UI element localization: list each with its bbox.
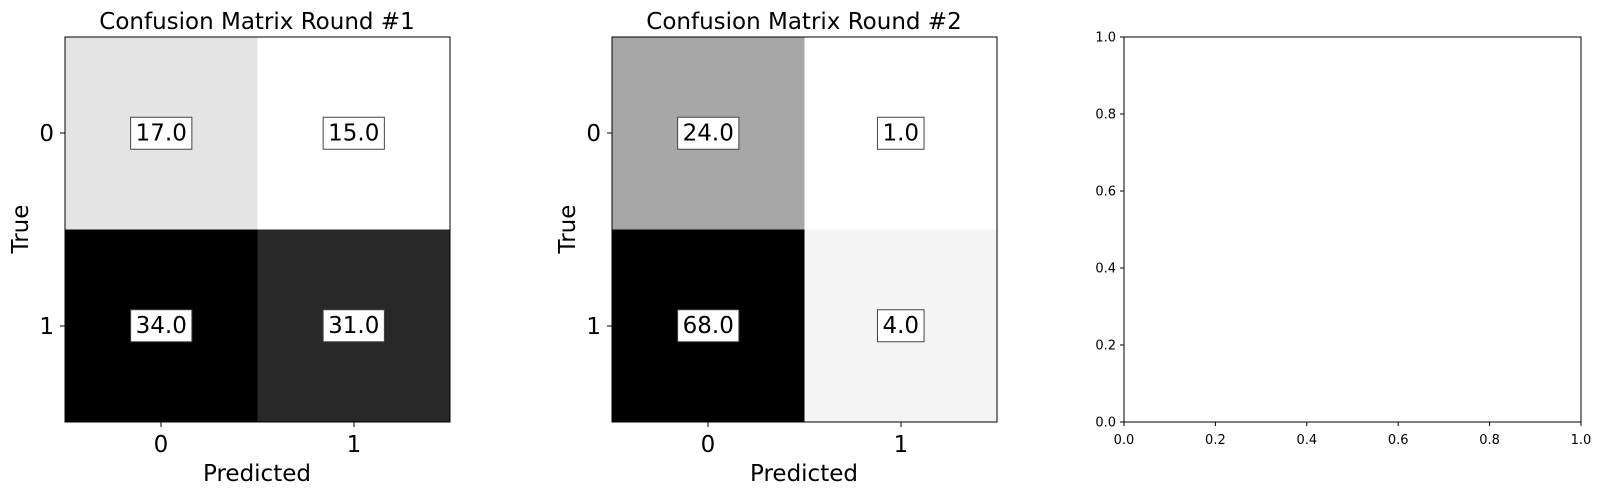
y-axis: 0.0 0.2 0.4 0.6 0.8 1.0: [1095, 31, 1124, 431]
annotation-box: [322, 116, 385, 150]
cell-value: 24.0: [683, 120, 734, 146]
cell-value: 34.0: [136, 313, 187, 339]
cell-annotation-1-1: 31.0: [322, 309, 385, 343]
axes-frame: [1123, 36, 1582, 423]
x-axis: 0.0 0.2 0.4 0.6 0.8 1.0: [1114, 422, 1592, 448]
cell-annotation-0-1: 15.0: [322, 116, 385, 150]
cell-value: 68.0: [683, 313, 734, 339]
x-axis-label: Predicted: [203, 461, 311, 487]
empty-axes: 0.0 0.2 0.4 0.6 0.8 1.0 0.0 0.2 0.4 0.6 …: [1095, 31, 1591, 449]
x-tick-label: 1.0: [1571, 433, 1592, 448]
y-axis-label: True: [8, 205, 34, 255]
x-axis: 0 1 Predicted: [701, 422, 909, 487]
y-tick-label: 1.0: [1095, 31, 1116, 46]
y-tick-label: 0: [39, 121, 54, 147]
y-tick-label: 0.0: [1095, 416, 1116, 431]
x-tick-label: 1: [894, 432, 909, 458]
annotation-box: [677, 309, 740, 343]
confusion-matrix-round-1: Confusion Matrix Round #1 17.0 15.0 34.0: [8, 9, 451, 487]
y-tick-label: 0.6: [1095, 185, 1116, 200]
chart-title: Confusion Matrix Round #2: [646, 9, 961, 35]
annotation-box: [876, 309, 925, 343]
y-tick-label: 1: [586, 314, 601, 340]
y-tick-label: 0.8: [1095, 108, 1116, 123]
x-tick-label: 0: [154, 432, 169, 458]
x-axis-label: Predicted: [750, 461, 858, 487]
cell-annotation-1-1: 4.0: [876, 309, 925, 343]
y-axis: 0 1 True: [555, 121, 612, 340]
cell-value: 31.0: [328, 313, 379, 339]
annotation-box: [876, 116, 925, 150]
annotation-box: [130, 116, 193, 150]
y-tick-label: 0.2: [1095, 339, 1116, 354]
cell-value: 4.0: [882, 313, 919, 339]
x-tick-label: 0.4: [1296, 433, 1317, 448]
x-tick-label: 0.2: [1205, 433, 1226, 448]
x-tick-label: 1: [347, 432, 362, 458]
cell-annotations: 17.0 15.0 34.0 31.0: [130, 116, 385, 343]
cell-annotation-1-0: 34.0: [130, 309, 193, 343]
y-tick-label: 0: [586, 121, 601, 147]
x-tick-label: 0.6: [1388, 433, 1409, 448]
y-axis-label: True: [555, 205, 581, 255]
annotation-box: [130, 309, 193, 343]
cell-value: 1.0: [882, 120, 919, 146]
y-tick-label: 0.4: [1095, 262, 1116, 277]
heatmap-cells: [65, 37, 450, 422]
x-tick-label: 0.0: [1114, 433, 1135, 448]
axes-frame: [64, 36, 451, 423]
cell-annotations: 24.0 1.0 68.0 4.0: [677, 116, 925, 343]
heatmap-cells: [612, 37, 997, 422]
y-tick-label: 1: [39, 314, 54, 340]
axes-frame: [611, 36, 998, 423]
cell-annotation-0-0: 24.0: [677, 116, 740, 150]
cell-annotation-0-0: 17.0: [130, 116, 193, 150]
y-axis: 0 1 True: [8, 121, 65, 340]
x-axis: 0 1 Predicted: [154, 422, 362, 487]
x-tick-label: 0.8: [1479, 433, 1500, 448]
cell-annotation-1-0: 68.0: [677, 309, 740, 343]
annotation-box: [677, 116, 740, 150]
confusion-matrix-round-2: Confusion Matrix Round #2 24.0 1.0 68.0: [555, 9, 998, 487]
x-tick-label: 0: [701, 432, 716, 458]
cell-value: 17.0: [136, 120, 187, 146]
chart-title: Confusion Matrix Round #1: [99, 9, 414, 35]
cell-value: 15.0: [328, 120, 379, 146]
cell-annotation-0-1: 1.0: [876, 116, 925, 150]
annotation-box: [322, 309, 385, 343]
